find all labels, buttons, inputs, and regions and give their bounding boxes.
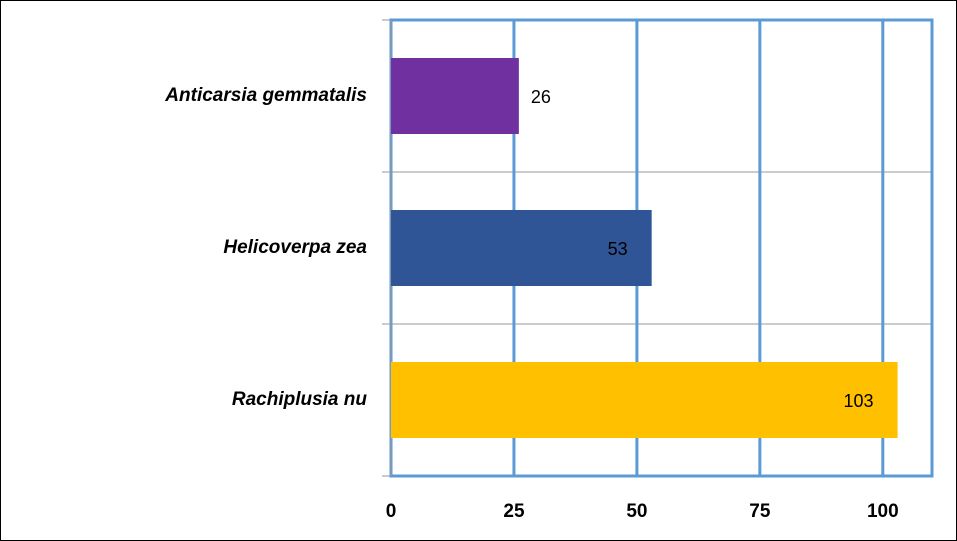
category-label: Helicoverpa zea: [223, 237, 367, 258]
x-tick-label: 50: [626, 501, 647, 522]
x-tick-label: 25: [503, 501, 525, 522]
bar: [391, 210, 652, 286]
x-tick-label: 0: [386, 501, 397, 522]
x-tick-label: 100: [867, 501, 899, 522]
x-tick-label: 75: [749, 501, 771, 522]
bar: [391, 362, 898, 438]
category-label: Rachiplusia nu: [232, 389, 368, 410]
bar: [391, 58, 519, 134]
data-label: 103: [844, 391, 874, 411]
data-label: 26: [531, 87, 551, 107]
data-label: 53: [608, 239, 628, 259]
category-label: Anticarsia gemmatalis: [164, 85, 367, 106]
